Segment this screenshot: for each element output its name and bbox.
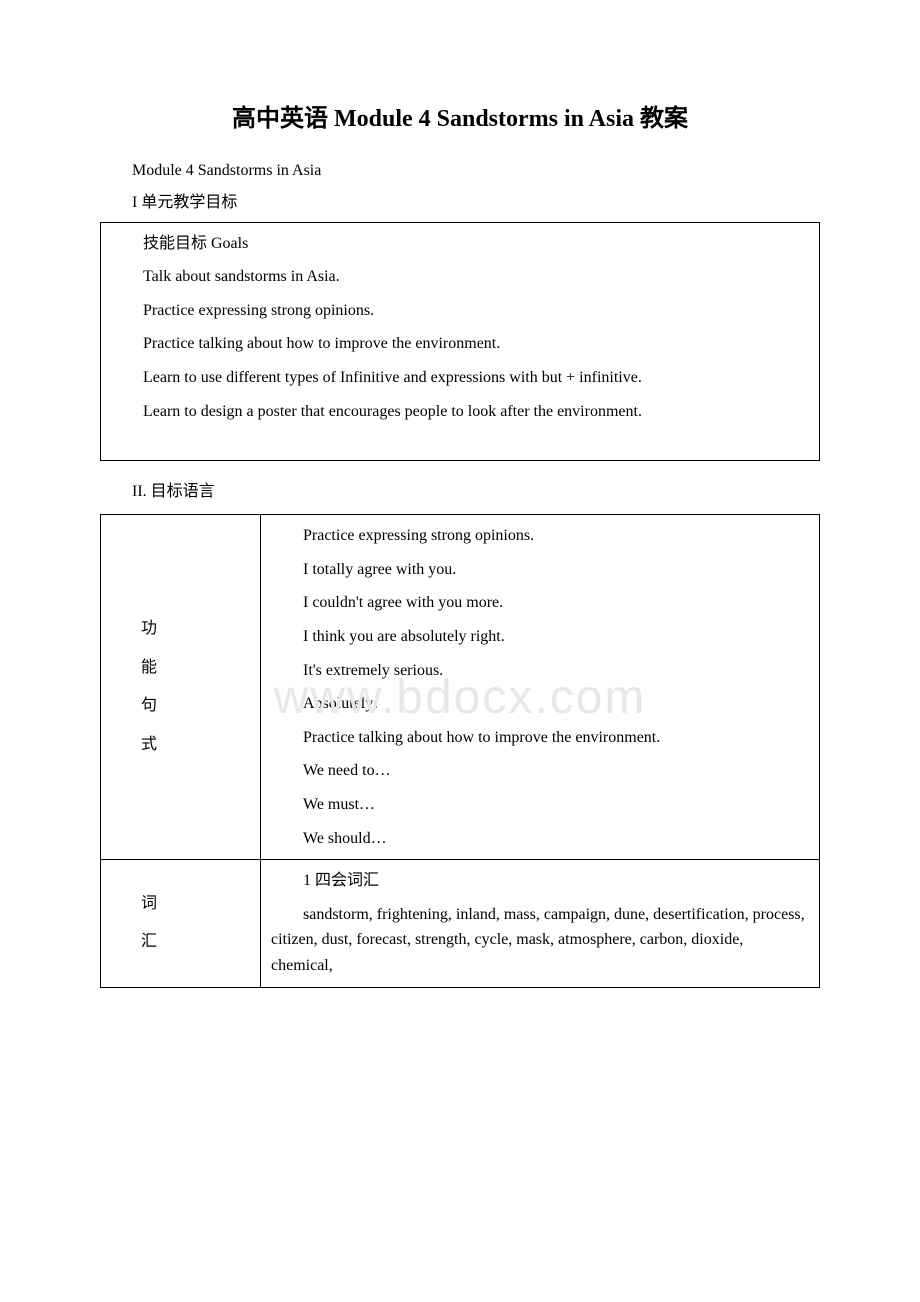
vocab-list: sandstorm, frightening, inland, mass, ca… — [271, 902, 809, 979]
target-language-table: 功 能 句 式 Practice expressing strong opini… — [100, 514, 820, 987]
function-line: We need to… — [271, 758, 809, 784]
function-line: We should… — [271, 826, 809, 852]
function-heading-1: Practice expressing strong opinions. — [271, 523, 809, 549]
page-title: 高中英语 Module 4 Sandstorms in Asia 教案 — [100, 100, 820, 138]
function-label-char: 句 — [141, 687, 250, 725]
vocab-content: 1 四会词汇 sandstorm, frightening, inland, m… — [261, 860, 820, 987]
goal-item: Learn to design a poster that encourages… — [111, 399, 809, 425]
vocab-heading: 1 四会词汇 — [271, 868, 809, 894]
vocab-label: 词 汇 — [101, 860, 261, 987]
module-line: Module 4 Sandstorms in Asia — [100, 158, 820, 184]
function-label-char: 能 — [141, 649, 250, 687]
function-heading-2: Practice talking about how to improve th… — [271, 725, 809, 751]
function-line: Absolutely! — [271, 691, 809, 717]
vocab-label-char: 词 — [141, 885, 250, 923]
goals-empty-row — [101, 432, 820, 460]
goal-item: Practice expressing strong opinions. — [111, 298, 809, 324]
function-line: I totally agree with you. — [271, 557, 809, 583]
section-1-heading: I 单元教学目标 — [100, 190, 820, 216]
section-2-heading: II. 目标语言 — [100, 479, 820, 505]
goal-item: Learn to use different types of Infiniti… — [111, 365, 809, 391]
function-line: It's extremely serious. — [271, 658, 809, 684]
function-content: Practice expressing strong opinions. I t… — [261, 515, 820, 860]
goals-table: 技能目标 Goals Talk about sandstorms in Asia… — [100, 222, 820, 461]
function-line: We must… — [271, 792, 809, 818]
vocab-label-char: 汇 — [141, 923, 250, 961]
function-label-char: 功 — [141, 610, 250, 648]
goals-heading: 技能目标 Goals — [111, 231, 809, 257]
function-label: 功 能 句 式 — [101, 515, 261, 860]
function-line: I couldn't agree with you more. — [271, 590, 809, 616]
goal-item: Talk about sandstorms in Asia. — [111, 264, 809, 290]
function-label-char: 式 — [141, 726, 250, 764]
function-line: I think you are absolutely right. — [271, 624, 809, 650]
goal-item: Practice talking about how to improve th… — [111, 331, 809, 357]
